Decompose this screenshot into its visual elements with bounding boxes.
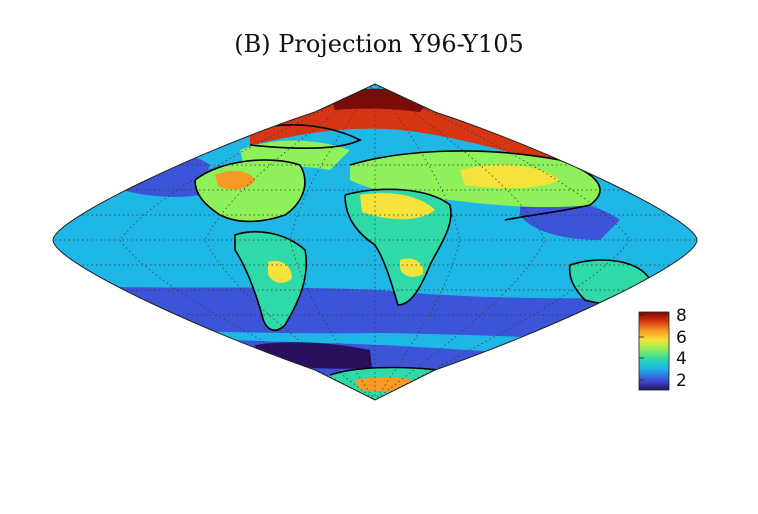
map-field <box>53 84 697 400</box>
south-america-land <box>235 231 307 331</box>
colorbar-tick-label: 2 <box>676 371 687 391</box>
eurasia-hot <box>460 164 560 189</box>
southern-africa-hot <box>400 258 424 277</box>
map-title: (B) Projection Y96-Y105 <box>234 30 524 58</box>
arctic-hot-core <box>330 88 430 112</box>
sahara-hot <box>360 193 435 220</box>
graticule <box>55 84 695 400</box>
west-pacific-patch <box>520 198 620 240</box>
colorbar-tick-label: 6 <box>676 328 687 348</box>
colorbar-tick-label: 4 <box>676 349 687 369</box>
arctic-warm-region <box>250 96 620 170</box>
south-america-hot <box>268 260 292 283</box>
colorbar-ticks <box>639 314 644 381</box>
colorbar <box>638 311 670 391</box>
north-america-hot <box>215 170 255 190</box>
colorbar-tick-label: 8 <box>676 306 687 326</box>
